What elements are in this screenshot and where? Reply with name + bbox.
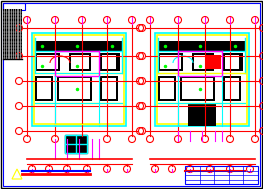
Bar [160, 55, 181, 69]
Bar [35, 76, 53, 101]
Bar [69, 53, 91, 71]
Bar [100, 76, 118, 101]
Bar [57, 76, 92, 101]
Bar [100, 53, 120, 71]
Bar [34, 35, 124, 124]
Bar [223, 76, 241, 101]
Bar [225, 78, 239, 99]
Bar [155, 33, 249, 126]
Bar [59, 78, 90, 99]
Bar [3, 3, 25, 10]
Bar [205, 55, 221, 69]
Bar [71, 55, 89, 69]
Bar [3, 9, 22, 59]
Bar [158, 76, 176, 101]
Bar [37, 78, 51, 99]
Bar [65, 135, 87, 153]
Bar [37, 55, 58, 69]
Bar [185, 166, 258, 184]
Bar [35, 53, 60, 71]
Bar [102, 78, 116, 99]
Bar [157, 35, 247, 124]
Bar [65, 135, 87, 153]
Bar [192, 53, 214, 71]
Bar [182, 78, 213, 99]
Bar [158, 41, 246, 51]
Bar [225, 55, 239, 69]
Bar [158, 53, 183, 71]
Bar [188, 104, 216, 126]
Bar [102, 55, 116, 69]
Bar [32, 33, 126, 126]
Bar [35, 41, 123, 51]
Bar [160, 78, 174, 99]
Bar [223, 53, 243, 71]
Bar [180, 76, 215, 101]
Bar [194, 55, 212, 69]
